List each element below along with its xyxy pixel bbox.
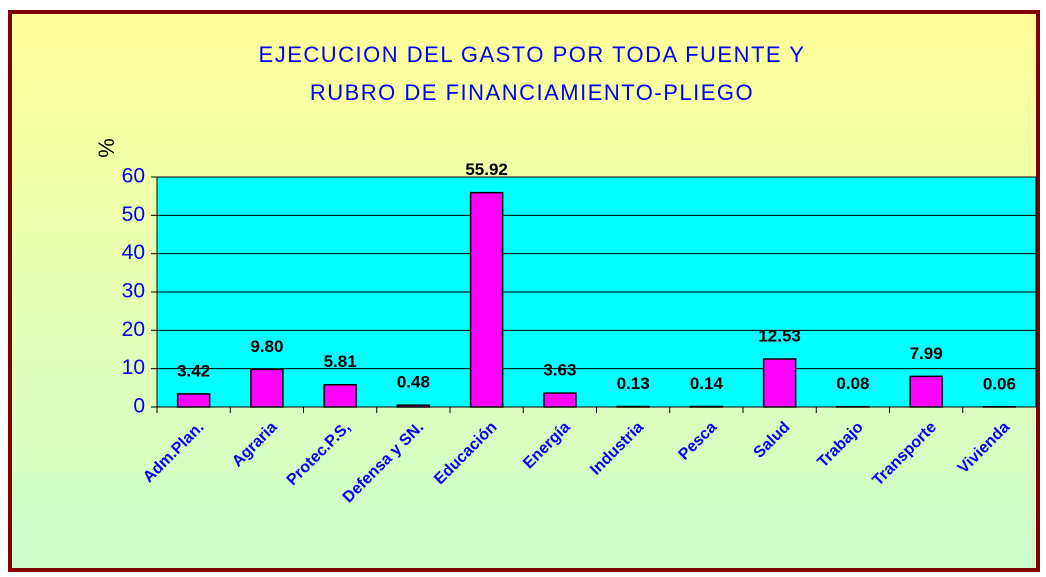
data-label: 0.08 xyxy=(836,374,869,393)
bar xyxy=(396,404,431,408)
data-label: 5.81 xyxy=(324,352,357,371)
y-tick-label: 40 xyxy=(122,241,145,264)
data-label: 7.99 xyxy=(910,344,943,363)
data-label: 0.06 xyxy=(983,374,1016,393)
data-label: 3.42 xyxy=(177,361,210,380)
bar xyxy=(543,392,577,408)
bar xyxy=(323,383,357,408)
y-tick-label: 50 xyxy=(122,203,145,226)
y-tick-label: 30 xyxy=(122,280,145,303)
data-label: 3.63 xyxy=(543,361,576,380)
data-label: 55.92 xyxy=(465,160,508,179)
bar xyxy=(250,368,284,408)
bar xyxy=(176,393,211,408)
y-tick-label: 10 xyxy=(122,356,145,379)
data-label: 0.48 xyxy=(397,373,430,392)
y-axis-label: % xyxy=(94,138,119,158)
bar xyxy=(762,358,797,408)
bar xyxy=(909,375,943,408)
chart-title: RUBRO DE FINANCIAMIENTO-PLIEGO xyxy=(310,80,754,105)
y-tick-label: 60 xyxy=(122,165,145,188)
chart-title: EJECUCION DEL GASTO POR TODA FUENTE Y xyxy=(259,42,806,67)
bar xyxy=(689,405,724,408)
data-label: 12.53 xyxy=(758,326,801,345)
y-tick-label: 20 xyxy=(122,318,145,341)
data-label: 0.13 xyxy=(617,374,650,393)
bar xyxy=(469,191,504,408)
data-label: 0.14 xyxy=(690,374,724,393)
y-tick-label: 0 xyxy=(133,395,145,418)
data-label: 9.80 xyxy=(250,337,283,356)
